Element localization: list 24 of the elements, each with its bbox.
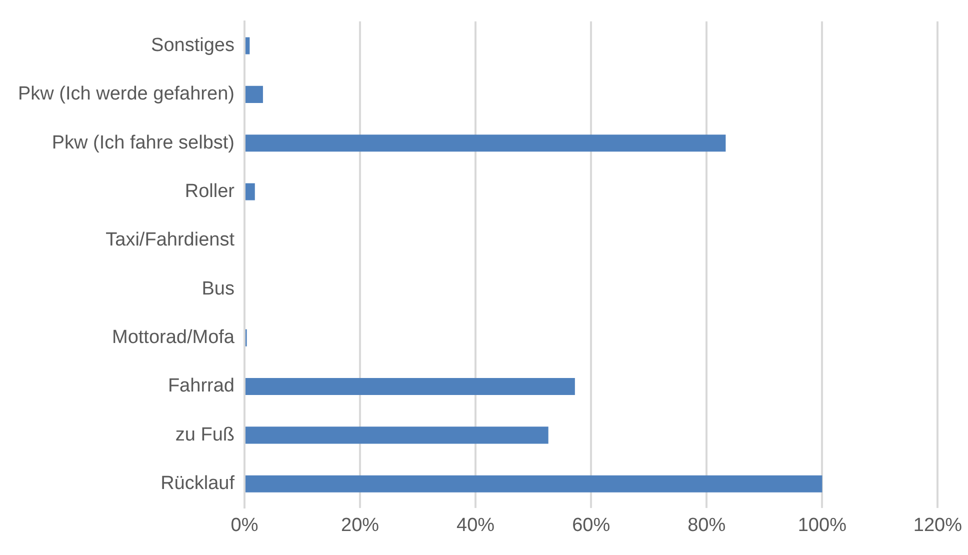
- y-tick-label: zu Fuß: [175, 424, 234, 446]
- bar: [245, 183, 255, 200]
- bar: [245, 426, 548, 444]
- y-tick-label: Pkw (Ich fahre selbst): [52, 132, 234, 154]
- y-tick-label: Taxi/Fahrdienst: [106, 230, 236, 251]
- y-tick-label: Bus: [202, 278, 234, 300]
- y-tick-label: Pkw (Ich werde gefahren): [18, 84, 234, 105]
- y-tick-label: Mottorad/Mofa: [112, 327, 235, 348]
- bar: [245, 86, 263, 103]
- bar: [245, 378, 575, 396]
- bar: [245, 475, 822, 492]
- x-tick-label: 40%: [456, 514, 495, 536]
- x-tick-label: 0%: [230, 514, 258, 536]
- y-tick-label: Fahrrad: [168, 376, 234, 397]
- x-tick-label: 100%: [798, 514, 847, 536]
- bar: [245, 134, 726, 152]
- x-tick-label: 120%: [913, 514, 962, 536]
- x-tick-label: 20%: [341, 514, 380, 536]
- y-tick-label: Rücklauf: [160, 473, 236, 494]
- bar: [245, 37, 250, 54]
- y-tick-label: Roller: [184, 181, 236, 202]
- x-tick-label: 60%: [572, 514, 610, 536]
- x-tick-label: 80%: [688, 514, 726, 536]
- y-tick-label: Sonstiges: [151, 34, 234, 56]
